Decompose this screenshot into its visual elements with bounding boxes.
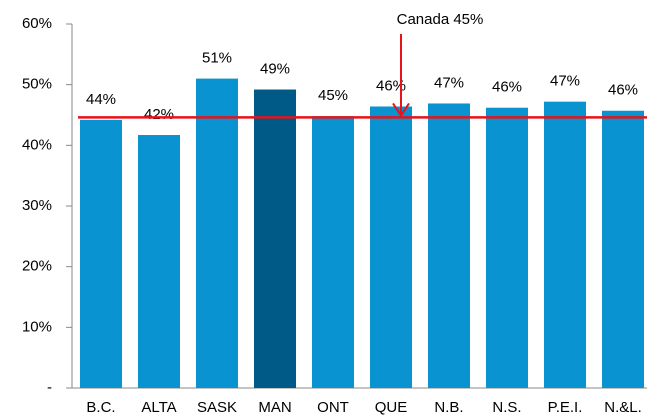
value-label: 46% xyxy=(492,79,522,96)
value-label: 46% xyxy=(608,82,638,99)
bar xyxy=(428,103,470,389)
x-tick-label: N.B. xyxy=(434,399,463,416)
bar xyxy=(80,119,122,388)
x-tick-label: SASK xyxy=(197,399,237,416)
bar xyxy=(602,110,644,389)
x-tick-label: QUE xyxy=(375,399,408,416)
x-tick-label: ONT xyxy=(317,399,349,416)
arrow-head xyxy=(392,102,410,118)
y-tick-label: - xyxy=(47,379,52,396)
bar xyxy=(138,135,180,388)
x-tick-label: N.S. xyxy=(492,399,521,416)
bar xyxy=(544,101,586,389)
y-tick-label: 20% xyxy=(22,258,52,275)
x-tick-label: ALTA xyxy=(141,399,176,416)
bar xyxy=(370,106,412,389)
reference-label: Canada 45% xyxy=(397,11,484,28)
x-tick-label: B.C. xyxy=(86,399,115,416)
x-tick-label: P.E.I. xyxy=(548,399,583,416)
bar xyxy=(486,107,528,388)
y-tick-label: 30% xyxy=(22,197,52,214)
value-label: 45% xyxy=(318,87,348,104)
value-label: 49% xyxy=(260,60,290,77)
bar xyxy=(254,89,296,389)
value-label: 47% xyxy=(434,74,464,91)
y-tick-label: 40% xyxy=(22,136,52,153)
y-tick-label: 10% xyxy=(22,318,52,335)
x-tick-label: MAN xyxy=(258,399,291,416)
bar xyxy=(312,116,354,389)
y-tick-label: 60% xyxy=(22,15,52,32)
y-tick-label: 50% xyxy=(22,76,52,93)
value-label: 46% xyxy=(376,77,406,94)
value-label: 47% xyxy=(550,73,580,90)
x-tick-label: N.&L. xyxy=(604,399,642,416)
bar xyxy=(196,78,238,388)
value-label: 44% xyxy=(86,91,116,108)
value-label: 51% xyxy=(202,50,232,67)
value-label: 42% xyxy=(144,106,174,123)
